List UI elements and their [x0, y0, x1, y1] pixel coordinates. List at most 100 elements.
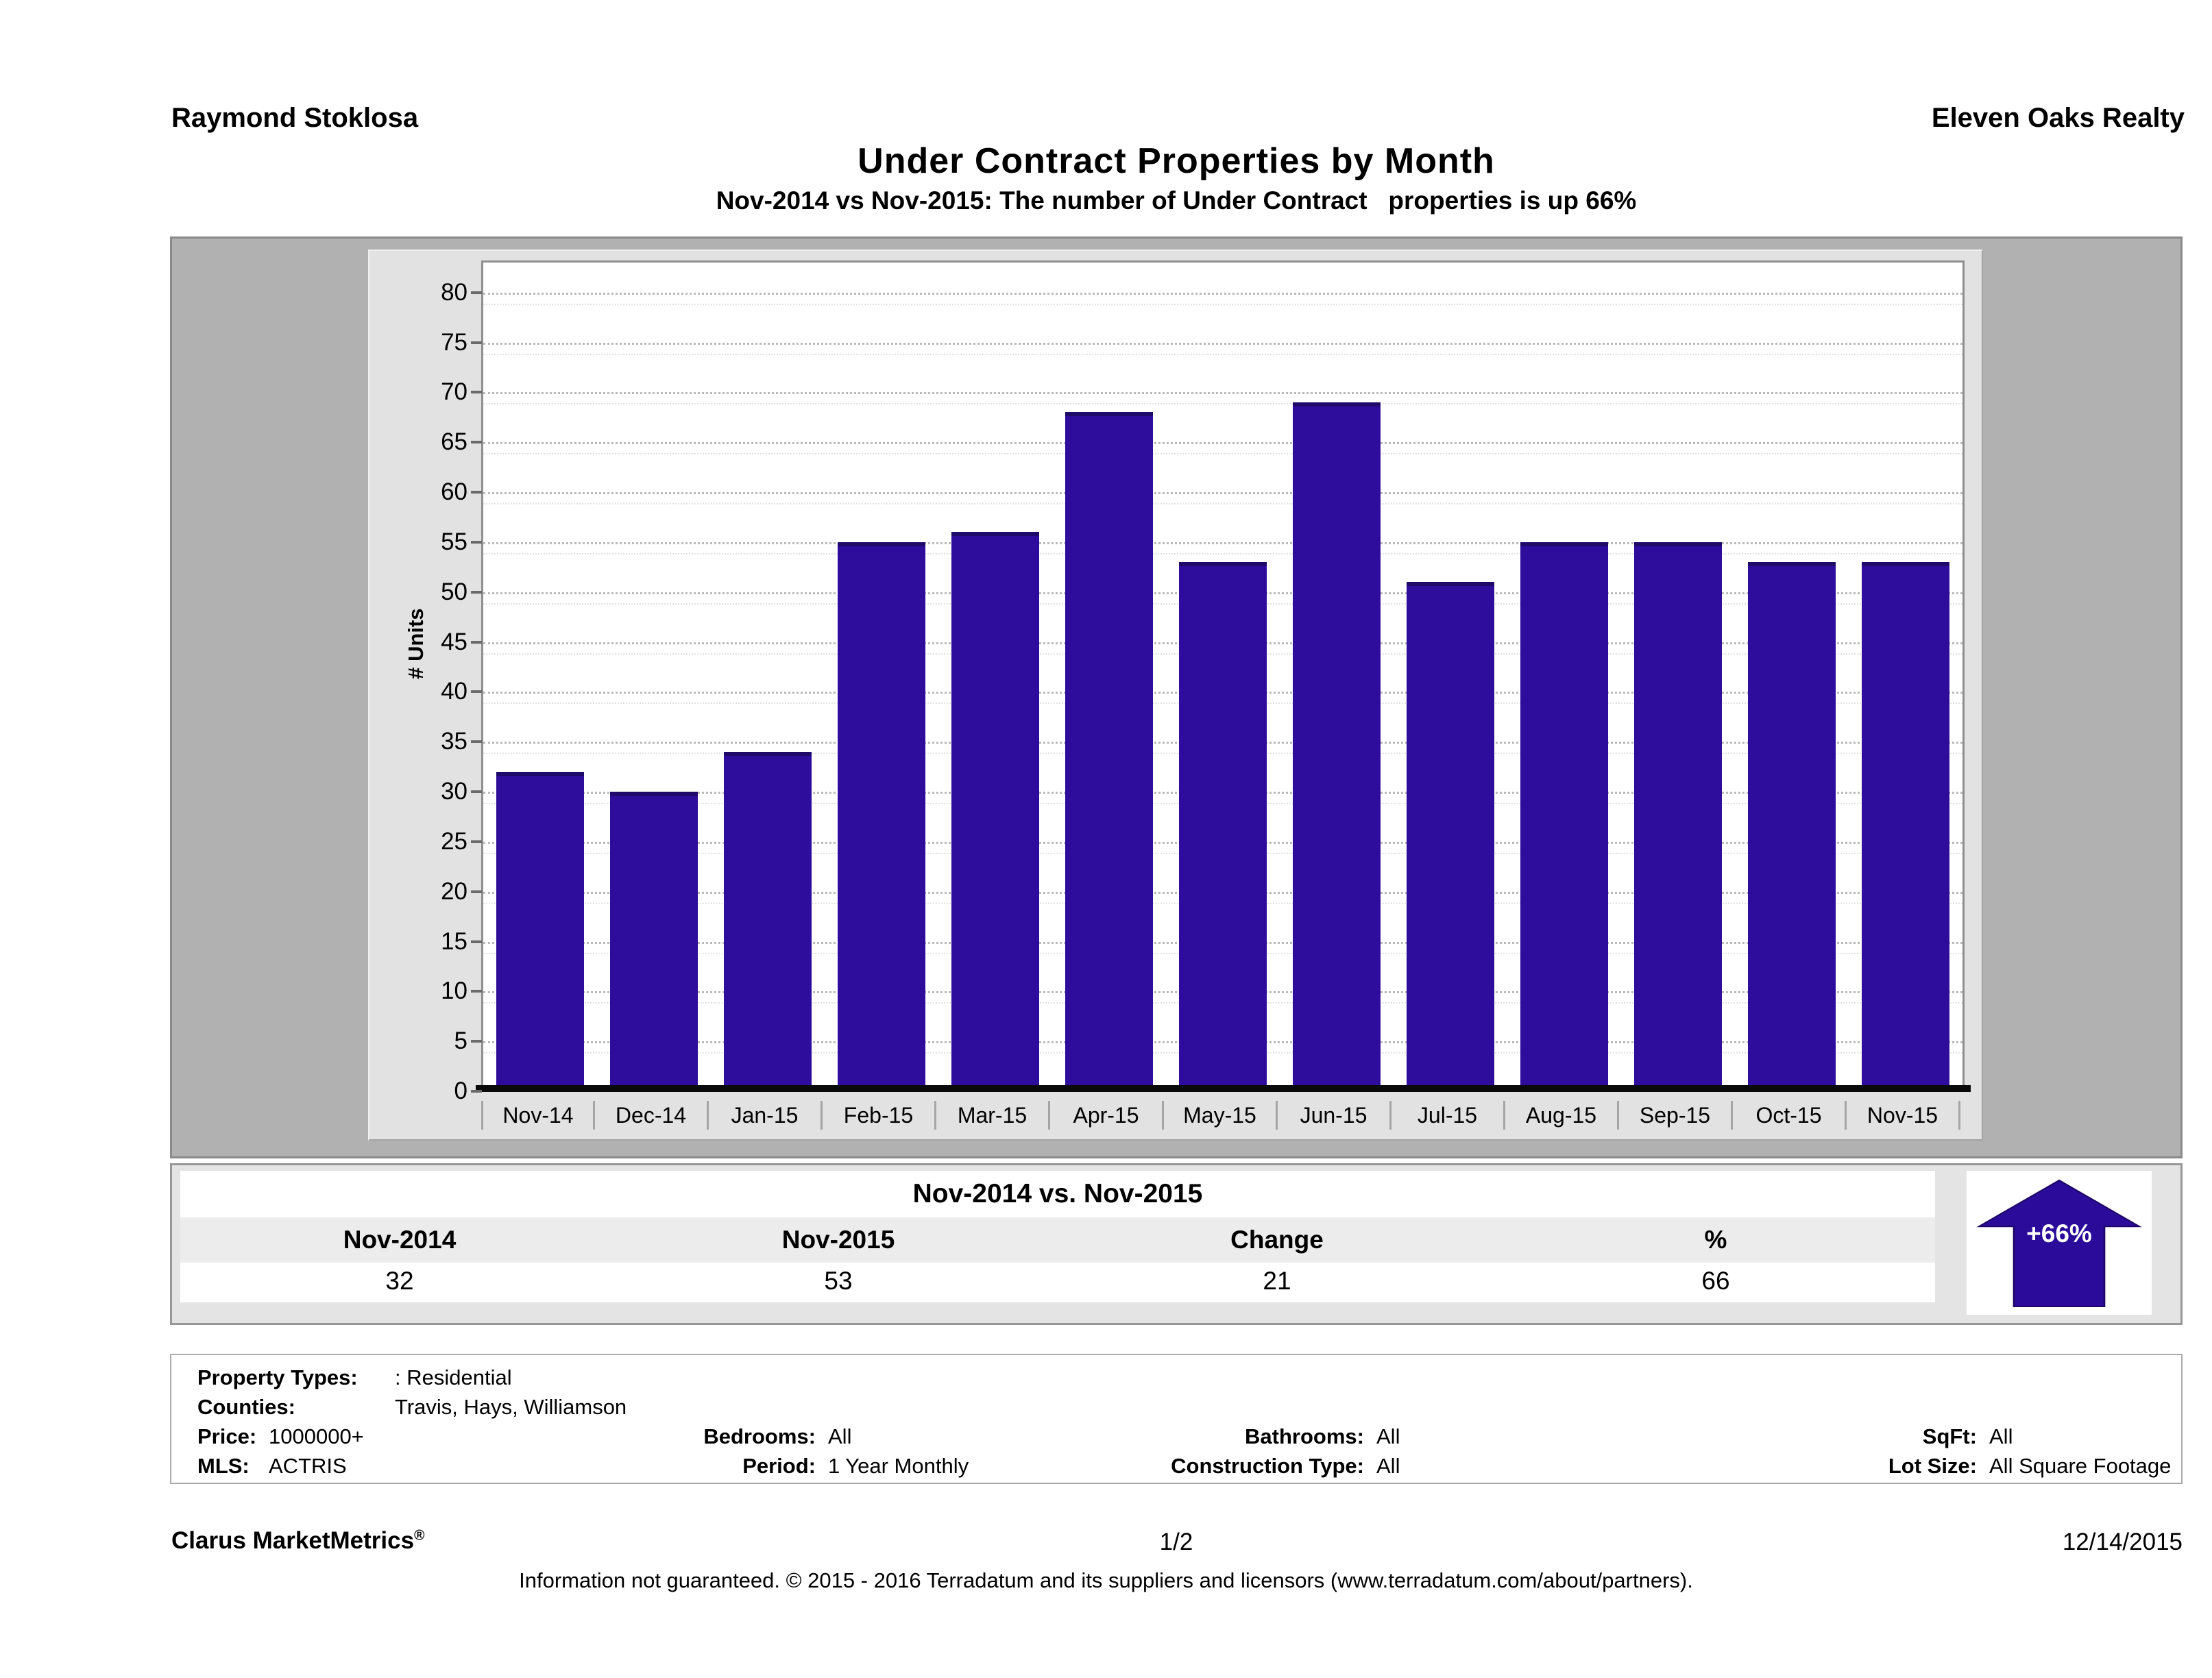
change-badge-label: +66%	[2026, 1219, 2092, 1248]
x-label-Jun-15: Jun-15	[1278, 1101, 1391, 1130]
footer-date: 12/14/2015	[2062, 1529, 2183, 1555]
gridline	[483, 542, 1962, 544]
y-tick-label: 0	[454, 1078, 467, 1104]
x-label-Nov-14: Nov-14	[481, 1101, 595, 1130]
gridline-minor	[483, 503, 1962, 505]
y-tick-label: 40	[441, 678, 467, 705]
x-label-Feb-15: Feb-15	[823, 1101, 936, 1130]
summary-col-value: 32	[385, 1267, 414, 1295]
footer-product: Clarus MarketMetrics®	[171, 1527, 425, 1555]
x-label-Nov-15: Nov-15	[1847, 1101, 1960, 1130]
filter-label: Bedrooms:	[703, 1424, 816, 1448]
summary-table: Nov-2014 vs. Nov-2015 Nov-2014 Nov-2015 Ch…	[180, 1171, 1935, 1302]
filters-row: MLS: ACTRIS Period: 1 Year Monthly Construct…	[171, 1452, 2181, 1481]
bar-Oct-15	[1748, 562, 1836, 1091]
y-tick-label: 10	[441, 977, 467, 1005]
gridline	[483, 392, 1962, 395]
y-tick-label: 50	[441, 578, 467, 605]
summary-col-value: 53	[824, 1267, 853, 1295]
x-label-Dec-14: Dec-14	[595, 1101, 709, 1130]
bar-Feb-15	[838, 542, 925, 1091]
bar-May-15	[1179, 562, 1267, 1091]
x-axis-labels: Nov-14 Dec-14 Jan-15 Feb-15 Mar-15 Apr-15 May-…	[481, 1101, 1965, 1132]
y-tick-mark	[471, 640, 482, 644]
chart-panel: # Units Nov-14 Dec-14 Jan-15 Feb-15 Mar-15 Ap…	[368, 250, 1983, 1141]
filter-label: MLS:	[197, 1454, 250, 1478]
filter-label: Lot Size:	[1888, 1454, 1977, 1478]
y-tick-label: 70	[441, 378, 467, 406]
filter-value: All	[1376, 1454, 1400, 1478]
bar-Jun-15	[1293, 402, 1381, 1091]
x-axis-line	[476, 1085, 1971, 1092]
y-tick-mark	[471, 890, 482, 893]
y-tick-mark	[471, 790, 482, 793]
summary-col-value: 21	[1263, 1267, 1291, 1295]
gridline-minor	[483, 303, 1962, 305]
plot-area	[481, 260, 1965, 1091]
gridline	[483, 342, 1962, 345]
change-badge: +66%	[1967, 1171, 2152, 1315]
y-tick-mark	[471, 291, 482, 294]
gridline	[483, 292, 1962, 295]
summary-table-values: 32 53 21 66	[180, 1263, 1935, 1302]
filter-value: 1 Year Monthly	[828, 1454, 969, 1478]
filter-label: Bathrooms:	[1245, 1424, 1364, 1448]
filter-value: : Residential	[395, 1365, 512, 1389]
chart-container: # Units Nov-14 Dec-14 Jan-15 Feb-15 Mar-15 Ap…	[170, 236, 2183, 1158]
bar-Nov-15	[1862, 562, 1949, 1091]
y-tick-mark	[471, 1040, 482, 1043]
agent-name: Raymond Stoklosa	[171, 103, 419, 133]
bar-Apr-15	[1065, 412, 1153, 1091]
y-tick-mark	[471, 1090, 482, 1093]
gridline-minor	[483, 453, 1962, 455]
filter-label: Period:	[742, 1454, 816, 1478]
page-title: Under Contract Properties by Month	[858, 141, 1495, 181]
bar-Nov-14	[496, 772, 584, 1091]
filter-value: 1000000+	[269, 1424, 364, 1448]
filter-value: Travis, Hays, Williamson	[395, 1395, 627, 1419]
y-tick-mark	[471, 441, 482, 444]
summary-col-header: Change	[1230, 1226, 1324, 1254]
y-tick-label: 20	[441, 877, 467, 905]
y-tick-label: 55	[441, 528, 467, 555]
filter-value: All Square Footage	[1989, 1454, 2172, 1478]
filters-row: Price: 1000000+ Bedrooms: All Bathrooms: All S…	[171, 1422, 2181, 1451]
y-tick-label: 35	[441, 728, 467, 755]
summary-col-header: %	[1704, 1226, 1727, 1254]
y-tick-label: 65	[441, 428, 467, 456]
up-arrow-icon	[1976, 1179, 2142, 1308]
x-label-Jan-15: Jan-15	[709, 1101, 823, 1130]
filters-row: Property Types: : Residential	[171, 1363, 2181, 1392]
filter-value: ACTRIS	[269, 1454, 347, 1478]
filter-label: SqFt:	[1922, 1424, 1977, 1448]
y-tick-mark	[471, 590, 482, 594]
gridline	[483, 492, 1962, 495]
filter-label: Price:	[197, 1424, 257, 1448]
y-tick-mark	[471, 391, 482, 394]
filter-label: Property Types:	[197, 1365, 358, 1389]
filters-row: Counties: Travis, Hays, Williamson	[171, 1393, 2181, 1422]
gridline-minor	[483, 403, 1962, 405]
x-label-May-15: May-15	[1164, 1101, 1278, 1130]
x-label-Jul-15: Jul-15	[1391, 1101, 1505, 1130]
filter-label: Construction Type:	[1171, 1454, 1364, 1478]
y-tick-label: 80	[441, 278, 467, 306]
x-label-Mar-15: Mar-15	[936, 1101, 1050, 1130]
y-tick-mark	[471, 690, 482, 694]
filter-label: Counties:	[197, 1395, 295, 1419]
company-name: Eleven Oaks Realty	[1931, 103, 2185, 133]
summary-table-title: Nov-2014 vs. Nov-2015	[180, 1171, 1935, 1217]
y-tick-mark	[471, 540, 482, 544]
footer-page-number: 1/2	[1159, 1529, 1193, 1555]
summary-section: Nov-2014 vs. Nov-2015 Nov-2014 Nov-2015 Ch…	[170, 1163, 2183, 1325]
filter-value: All	[1376, 1424, 1400, 1448]
x-label-Aug-15: Aug-15	[1505, 1101, 1619, 1130]
y-tick-mark	[471, 840, 482, 843]
summary-col-value: 66	[1701, 1267, 1730, 1295]
bar-Sep-15	[1634, 542, 1722, 1091]
y-tick-label: 45	[441, 628, 467, 655]
gridline-minor	[483, 552, 1962, 555]
x-label-Sep-15: Sep-15	[1619, 1101, 1733, 1130]
page-subtitle: Nov-2014 vs Nov-2015: The number of Unde…	[716, 186, 1637, 215]
filters-panel: Property Types: : Residential Counties: Tra…	[170, 1354, 2183, 1484]
